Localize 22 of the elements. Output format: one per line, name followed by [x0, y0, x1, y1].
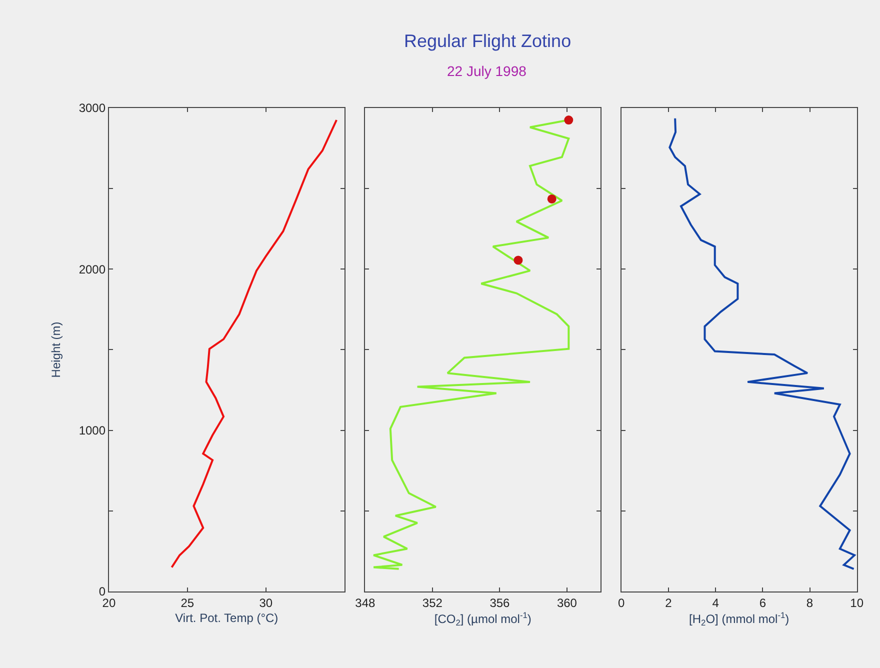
y-tick-label: 2000	[78, 262, 106, 276]
x-tick-label: 2	[665, 596, 672, 610]
x-tick-label: 352	[422, 596, 443, 610]
x-tick-label: 4	[712, 596, 720, 610]
x-axis-title: Virt. Pot. Temp (°C)	[175, 610, 278, 625]
line-series	[170, 119, 338, 568]
x-tick-label: 30	[259, 596, 273, 610]
x-axis-title: [H$_{2}$O] (mmol mol$^{-1}$)	[689, 610, 790, 628]
y-tick-label: 1000	[78, 423, 106, 438]
x-tick-label: 360	[556, 596, 578, 610]
x-tick-label: 6	[759, 596, 766, 610]
x-tick-label: 8	[806, 596, 814, 610]
x-tick-label: 25	[180, 596, 194, 610]
chart-subtitle: 22 July 1998	[447, 63, 527, 79]
y-axis-title: Height (m)	[49, 322, 64, 378]
chart-title: Regular Flight Zotino	[404, 31, 572, 51]
y-tick-label: 3000	[78, 101, 106, 116]
x-axis-title: [CO$_{2}$] (µmol mol$^{-1}$)	[434, 610, 532, 628]
x-tick-label: 10	[850, 596, 864, 610]
x-tick-label: 0	[618, 596, 626, 610]
x-tick-label: 348	[355, 596, 376, 610]
x-tick-label: 356	[490, 596, 510, 610]
